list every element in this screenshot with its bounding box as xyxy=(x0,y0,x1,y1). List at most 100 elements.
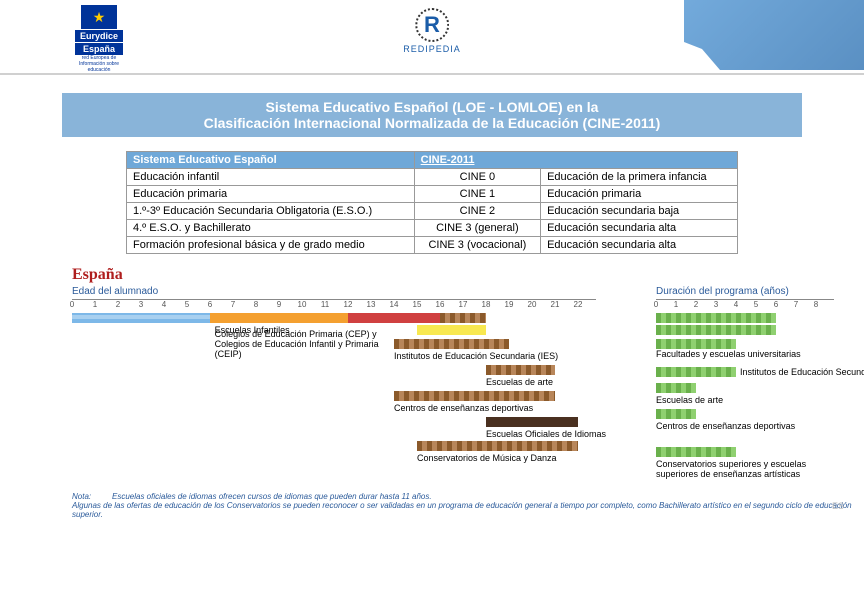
cell-cine: CINE 3 (general) xyxy=(414,220,540,237)
age-tick: 3 xyxy=(139,300,143,309)
left-bars: Escuelas InfantilesColegios de Educación… xyxy=(72,313,596,468)
age-tick: 5 xyxy=(185,300,189,309)
dur-bar-label: Institutos de Educación Secundaria (IES) xyxy=(740,367,864,377)
dur-bar xyxy=(656,313,776,323)
age-tick: 7 xyxy=(231,300,235,309)
nota-line2: Algunas de las ofertas de educación de l… xyxy=(72,501,864,519)
age-axis: 012345678910111213141516171819202122 xyxy=(72,299,596,313)
cell-es: 1.º-3º Educación Secundaria Obligatoria … xyxy=(127,203,415,220)
cell-desc: Educación secundaria alta xyxy=(541,237,738,254)
age-bar xyxy=(440,313,486,323)
logo-name: REDIPEDIA xyxy=(403,44,461,54)
age-tick: 4 xyxy=(162,300,166,309)
dur-bar-label: Centros de enseñanzas deportivas xyxy=(656,421,795,431)
europe-map-icon xyxy=(684,0,864,70)
th-cine[interactable]: CINE-2011 xyxy=(414,152,737,169)
notes: Nota:Escuelas oficiales de idiomas ofrec… xyxy=(72,492,864,519)
dur-bar-label: Conservatorios superiores y escuelas sup… xyxy=(656,459,836,479)
cine-table-wrap: Sistema Educativo Español CINE-2011 Educ… xyxy=(126,151,738,254)
cell-es: 4.º E.S.O. y Bachillerato xyxy=(127,220,415,237)
cell-es: Educación infantil xyxy=(127,169,415,186)
nota-label: Nota: xyxy=(72,492,112,501)
age-bar-label: Escuelas de arte xyxy=(486,377,553,387)
title-line-1: Sistema Educativo Español (LOE - LOMLOE)… xyxy=(62,99,802,115)
table-row: 1.º-3º Educación Secundaria Obligatoria … xyxy=(127,203,738,220)
dur-tick: 2 xyxy=(694,300,698,309)
table-row: Formación profesional básica y de grado … xyxy=(127,237,738,254)
table-row: 4.º E.S.O. y BachilleratoCINE 3 (general… xyxy=(127,220,738,237)
cell-desc: Educación secundaria baja xyxy=(541,203,738,220)
age-tick: 18 xyxy=(482,300,491,309)
cell-cine: CINE 0 xyxy=(414,169,540,186)
cell-cine: CINE 2 xyxy=(414,203,540,220)
age-tick: 1 xyxy=(93,300,97,309)
diagram-row: Edad del alumnado 0123456789101112131415… xyxy=(72,286,834,478)
age-bar xyxy=(417,325,486,335)
age-tick: 15 xyxy=(413,300,422,309)
dur-tick: 1 xyxy=(674,300,678,309)
table-row: Educación infantilCINE 0Educación de la … xyxy=(127,169,738,186)
age-bar xyxy=(394,339,509,349)
dur-bar xyxy=(656,325,776,335)
cine-table: Sistema Educativo Español CINE-2011 Educ… xyxy=(126,151,738,254)
age-tick: 19 xyxy=(505,300,514,309)
dur-bar-label: Escuelas de arte xyxy=(656,395,723,405)
dur-axis: 012345678 xyxy=(656,299,834,313)
age-bar xyxy=(394,391,555,401)
age-tick: 6 xyxy=(208,300,212,309)
age-tick: 10 xyxy=(298,300,307,309)
cell-es: Formación profesional básica y de grado … xyxy=(127,237,415,254)
age-tick: 9 xyxy=(277,300,281,309)
dur-tick: 3 xyxy=(714,300,718,309)
age-tick: 2 xyxy=(116,300,120,309)
age-bar-label: Colegios de Educación Primaria (CEP) y C… xyxy=(215,329,395,359)
age-tick: 20 xyxy=(528,300,537,309)
th-sistema: Sistema Educativo Español xyxy=(127,152,415,169)
age-bar xyxy=(486,417,578,427)
age-bar xyxy=(72,313,210,323)
age-bar xyxy=(210,313,348,323)
page-header: ★ Eurydice España red Europea de Informa… xyxy=(0,0,864,75)
eurydice-label-2: España xyxy=(75,43,123,55)
cell-es: Educación primaria xyxy=(127,186,415,203)
dur-bar xyxy=(656,367,736,377)
dur-bar xyxy=(656,447,736,457)
dur-tick: 0 xyxy=(654,300,658,309)
age-tick: 22 xyxy=(574,300,583,309)
dur-tick: 5 xyxy=(754,300,758,309)
right-axis-title: Duración del programa (años) xyxy=(656,286,834,297)
left-axis-title: Edad del alumnado xyxy=(72,286,596,297)
table-row: Educación primariaCINE 1Educación primar… xyxy=(127,186,738,203)
eurydice-subtitle: red Europea de Información sobre educaci… xyxy=(75,55,123,73)
cell-cine: CINE 3 (vocacional) xyxy=(414,237,540,254)
eurydice-label-1: Eurydice xyxy=(75,30,123,42)
dur-tick: 7 xyxy=(794,300,798,309)
logo-letter: R xyxy=(415,8,449,42)
dur-tick: 4 xyxy=(734,300,738,309)
age-tick: 21 xyxy=(551,300,560,309)
country-title: España xyxy=(72,266,864,284)
duration-chart: Duración del programa (años) 012345678 F… xyxy=(656,286,834,478)
title-line-2: Clasificación Internacional Normalizada … xyxy=(62,115,802,131)
cell-desc: Educación primaria xyxy=(541,186,738,203)
dur-bar xyxy=(656,383,696,393)
age-bar xyxy=(486,365,555,375)
eu-flag-icon: ★ xyxy=(81,5,117,29)
age-tick: 16 xyxy=(436,300,445,309)
age-bar-label: Centros de enseñanzas deportivas xyxy=(394,403,533,413)
dur-tick: 8 xyxy=(814,300,818,309)
redipedia-logo: R REDIPEDIA xyxy=(403,8,461,54)
age-bar-label: Conservatorios de Música y Danza xyxy=(417,453,557,463)
lang-tag: ES xyxy=(832,501,844,511)
dur-bar-label: Facultades y escuelas universitarias xyxy=(656,349,801,359)
age-tick: 17 xyxy=(459,300,468,309)
nota-line1: Escuelas oficiales de idiomas ofrecen cu… xyxy=(112,492,432,501)
age-bar xyxy=(417,441,578,451)
age-tick: 14 xyxy=(390,300,399,309)
eurydice-badge: ★ Eurydice España red Europea de Informa… xyxy=(75,5,123,73)
right-bars: Facultades y escuelas universitariasInst… xyxy=(656,313,834,478)
title-band: Sistema Educativo Español (LOE - LOMLOE)… xyxy=(62,93,802,137)
cell-desc: Educación de la primera infancia xyxy=(541,169,738,186)
age-tick: 8 xyxy=(254,300,258,309)
age-chart: Edad del alumnado 0123456789101112131415… xyxy=(72,286,596,478)
